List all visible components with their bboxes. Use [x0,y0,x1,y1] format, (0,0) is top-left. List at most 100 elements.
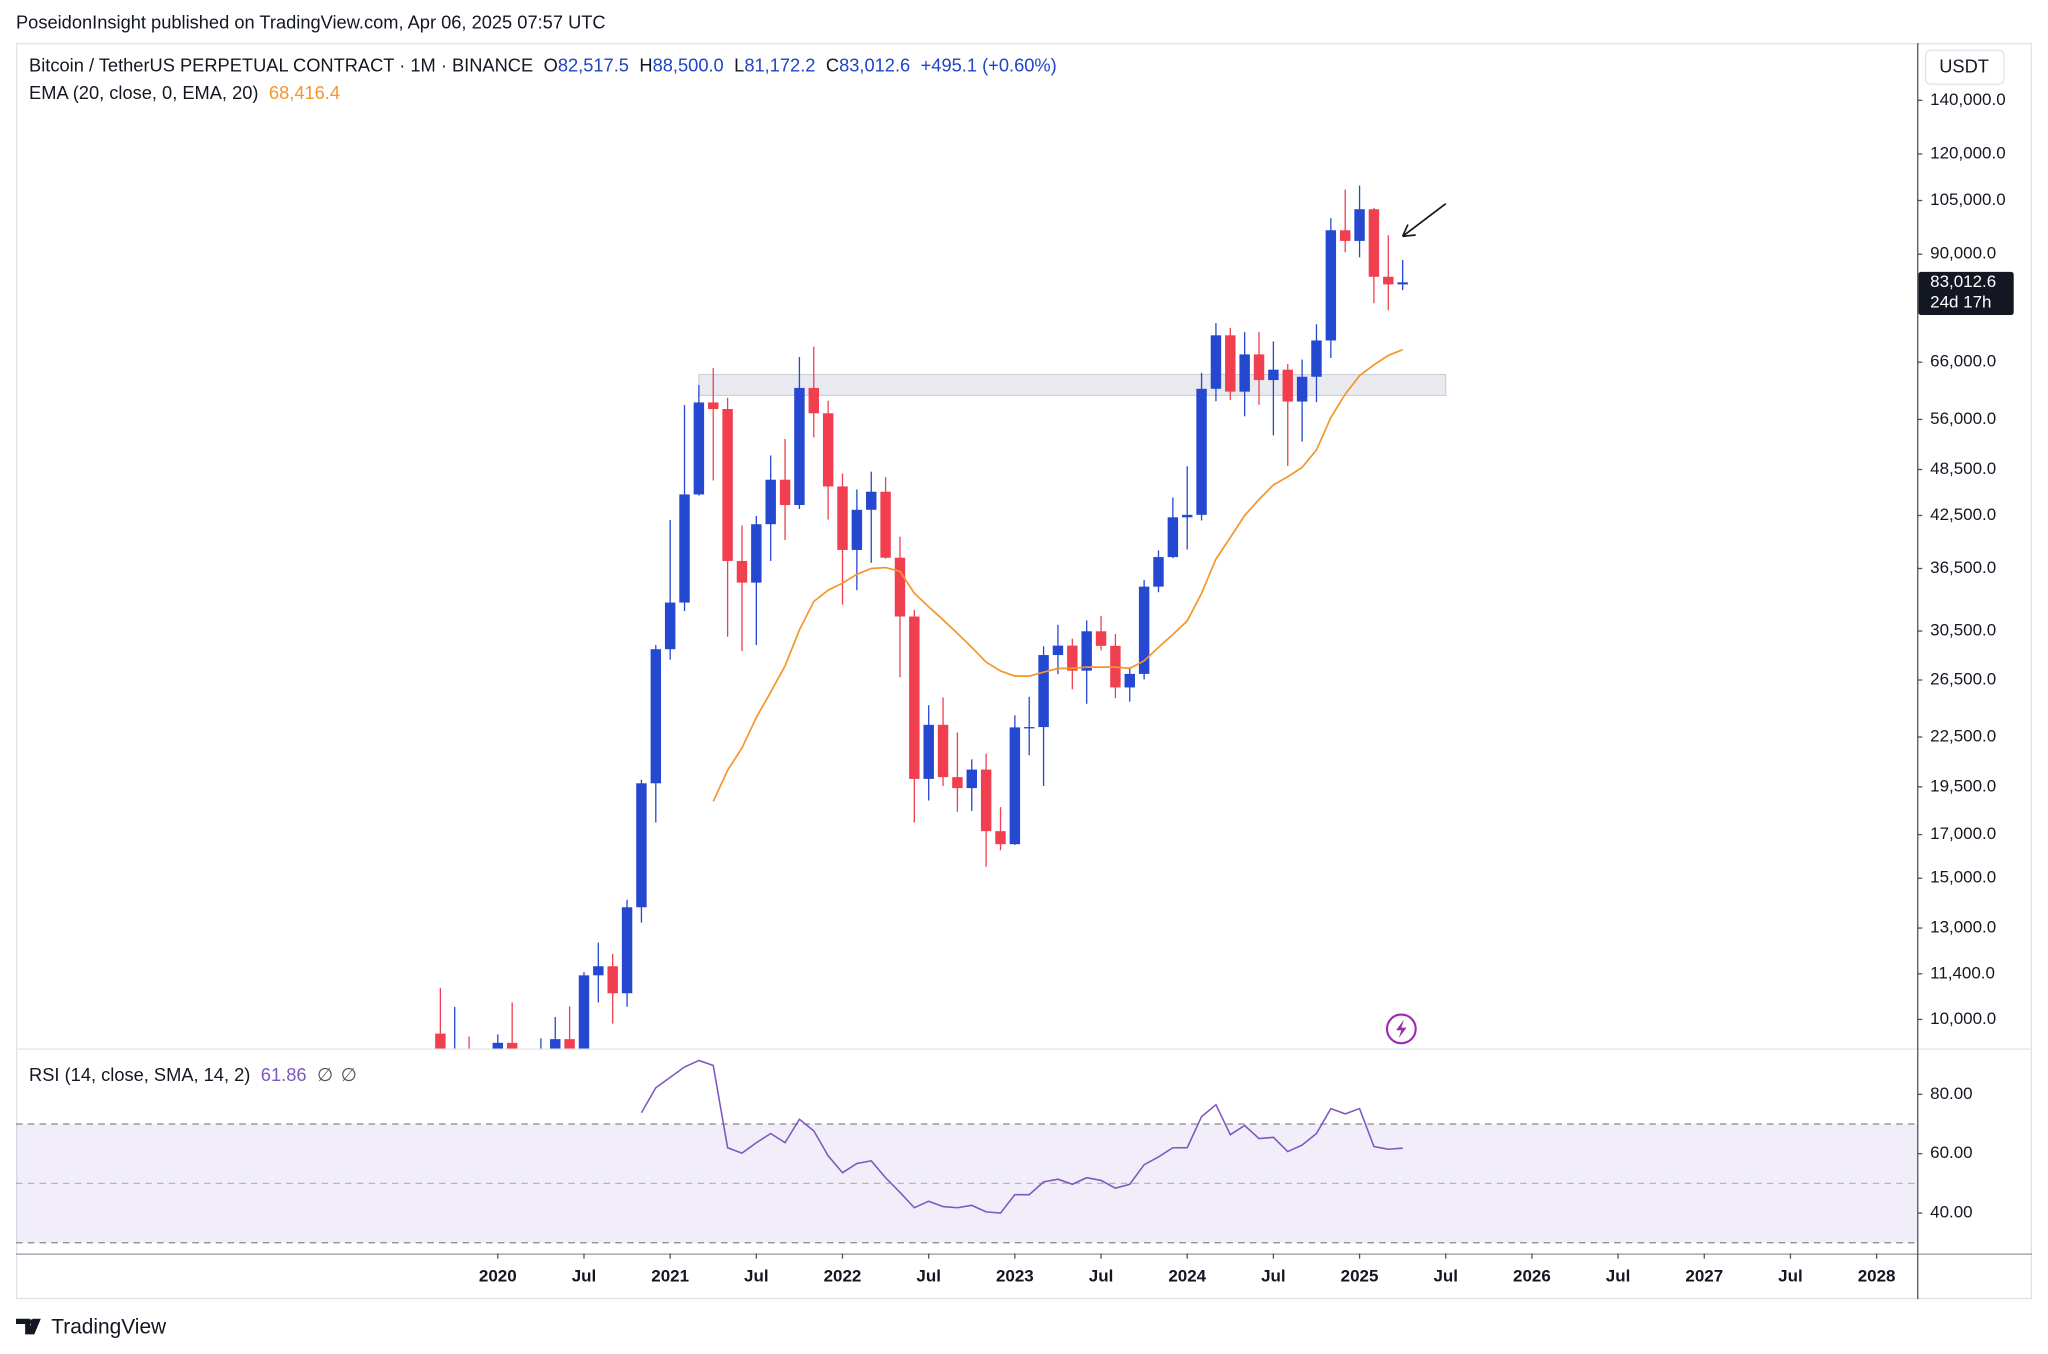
y-tick-label: 26,500.0 [1930,669,1996,688]
rsi-name: RSI (14, close, SMA, 14, 2) [29,1064,250,1085]
x-tick-label: Jul [1261,1266,1286,1285]
candle-body [822,413,834,487]
candle-body [1067,645,1078,671]
x-tick-label: 2022 [824,1266,862,1285]
candle-body [1325,230,1337,341]
candle-body [923,724,934,779]
candle-body [866,491,877,510]
x-tick-label: Jul [916,1266,941,1285]
candle-body [1383,276,1394,285]
high-value: 88,500.0 [653,54,724,75]
brand: TradingView [51,1315,167,1338]
y-tick-label: 90,000.0 [1930,244,1996,263]
candle-body [909,616,920,779]
axes: 140,000.0 120,000.0 105,000.0 90,000.0 66,00… [479,90,2014,1285]
candle-body [1225,335,1236,392]
candle-body [506,1042,518,1049]
y-tick-label: 19,500.0 [1930,776,1996,795]
candle-body [851,509,863,550]
y-tick-label: 36,500.0 [1930,558,1996,577]
y-tick-label: 22,500.0 [1930,726,1996,745]
candle-body [765,479,776,525]
candle-body [1095,631,1107,646]
countdown: 24d 17h [1930,293,1991,312]
candle-body [1024,727,1035,729]
y-tick-label: 17,000.0 [1930,824,1996,843]
low-value: 81,172.2 [744,54,815,75]
open-value: 82,517.5 [558,54,629,75]
y-tick-label: 120,000.0 [1930,143,2006,162]
x-tick-label: Jul [1089,1266,1114,1285]
candle-body [837,486,848,550]
candle-body [1153,557,1164,587]
candle-body [621,907,633,994]
candle-body [550,1039,561,1049]
rsi-band [16,1124,1918,1243]
x-tick-label: 2023 [996,1266,1034,1285]
legend-symbol: Bitcoin / TetherUS PERPETUAL CONTRACT · … [29,54,1057,75]
chart-frame [16,43,2032,1300]
y-tick-label: 30,500.0 [1930,621,1996,640]
y-tick-label: 105,000.0 [1930,190,2006,209]
currency-button[interactable] [1924,49,2005,85]
y-tick-label: 11,400.0 [1930,963,1995,982]
close-value: 83,012.6 [839,54,910,75]
y-tick-label: 10,000.0 [1930,1009,1996,1028]
rsi-value: 61.86 [261,1064,307,1085]
candle-body [894,557,906,617]
main-pane [435,185,1447,1049]
candle-body [1124,673,1135,688]
candle-body [1282,369,1293,402]
x-tick-label: 2027 [1685,1266,1723,1285]
brand-logo [16,1318,41,1335]
candle-body [1052,645,1064,656]
candle-body [794,387,805,506]
candle-body [578,975,590,1049]
candle-body [1296,376,1308,402]
candle-body [564,1039,575,1049]
candle-body [679,494,690,603]
ema-name: EMA (20, close, 0, EMA, 20) [29,82,258,103]
x-tick-label: 2020 [479,1266,517,1285]
ema-line [712,348,1403,802]
y-tick-label: 140,000.0 [1930,90,2006,109]
candle-body [1339,230,1351,241]
candle-body [435,1033,446,1049]
open-label: O [544,54,558,75]
symbol: Bitcoin / TetherUS PERPETUAL CONTRACT · … [29,54,533,75]
candle-body [1397,282,1408,285]
rsi-pane [16,1059,1918,1244]
candle-body [966,769,977,789]
candle-body [937,724,949,778]
candle-body [1038,655,1049,728]
candle-body [1354,209,1365,241]
legend-ema: EMA (20, close, 0, EMA, 20) 68,416.4 [29,82,340,103]
candle-body [1009,727,1021,845]
candle-body [1368,209,1380,277]
candle-body [1181,514,1193,518]
rsi-line [640,1059,1403,1214]
rsi-tick-label: 40.00 [1930,1203,1972,1222]
x-tick-label: Jul [1778,1266,1803,1285]
rsi-tick-label: 80.00 [1930,1084,1972,1103]
y-tick-label: 48,500.0 [1930,459,1996,478]
candle-body [607,966,618,994]
arrow-annotation [1401,203,1447,238]
candle-body [995,831,1006,845]
rsi-extra: ∅ [317,1064,333,1085]
lightning-icon[interactable] [1385,1013,1417,1045]
y-tick-label: 13,000.0 [1930,918,1996,937]
candle-body [952,777,963,789]
rsi-tick-label: 60.00 [1930,1143,1972,1162]
published-note: PoseidonInsight published on TradingView… [16,11,606,32]
candle-body [1311,340,1322,377]
currency[interactable]: USDT [1939,56,1989,77]
candle-body [636,783,647,908]
x-tick-label: Jul [1606,1266,1631,1285]
candle-body [1081,631,1092,671]
ema-value: 68,416.4 [269,82,340,103]
candle-body [1253,354,1265,381]
candle-body [708,402,719,410]
